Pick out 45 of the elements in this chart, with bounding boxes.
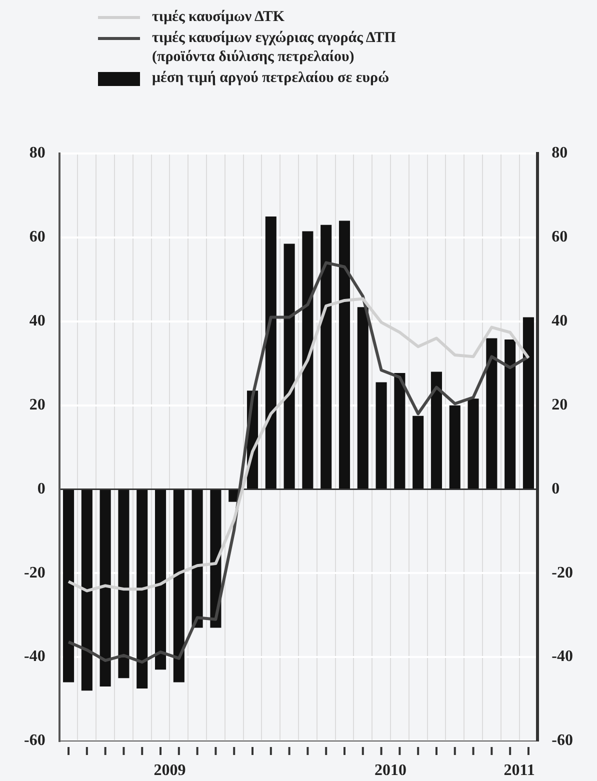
y2-tick-label: 40 [552,312,568,330]
bar [357,307,368,489]
y2-tick-label: -40 [552,648,573,666]
y2-tick-label: -20 [552,564,573,582]
y-tick-label: 60 [29,228,46,246]
bar [173,490,184,682]
text: 2010 [374,762,406,780]
bar [449,405,460,489]
bar [154,490,166,670]
bar [136,490,148,689]
bar [412,416,424,489]
bar [376,382,387,489]
y-tick-label: -20 [24,564,46,582]
text: 2011 [504,762,535,780]
y-tick-label: -40 [24,648,46,666]
legend-label: τιμές καυσίμων ΔΤΚ [152,8,285,27]
bar [394,373,406,489]
bar [302,231,314,489]
bar [522,317,534,489]
legend-label: τιμές καυσίμων εγχώριας αγοράς ΔΤΠ (προϊόντα διύλισης πετρελαίου) [152,29,397,67]
bar [81,490,92,691]
bar [100,490,111,686]
y2-tick-label: 0 [552,480,560,498]
legend-label: μέση τιμή αργού πετρελαίου σε ευρώ [152,69,390,88]
y-tick-label: 80 [29,144,46,162]
bar [118,490,130,678]
y2-tick-label: 80 [552,144,568,162]
bar [192,490,203,628]
text: 2009 [154,762,186,780]
bar [486,338,498,489]
bar [504,339,516,489]
y-tick-label: -60 [24,732,46,750]
bar [468,398,479,489]
y-tick-label: 20 [29,396,46,414]
bar [265,216,276,489]
y2-tick-label: 60 [552,228,568,246]
bar [430,372,442,489]
y2-tick-label: -60 [552,732,573,750]
y-tick-label: 0 [37,480,46,498]
bar [284,244,295,489]
bar [338,220,350,489]
y2-tick-label: 20 [552,396,568,414]
y-tick-label: 40 [29,312,46,330]
bar [63,490,74,682]
bar [320,224,332,489]
